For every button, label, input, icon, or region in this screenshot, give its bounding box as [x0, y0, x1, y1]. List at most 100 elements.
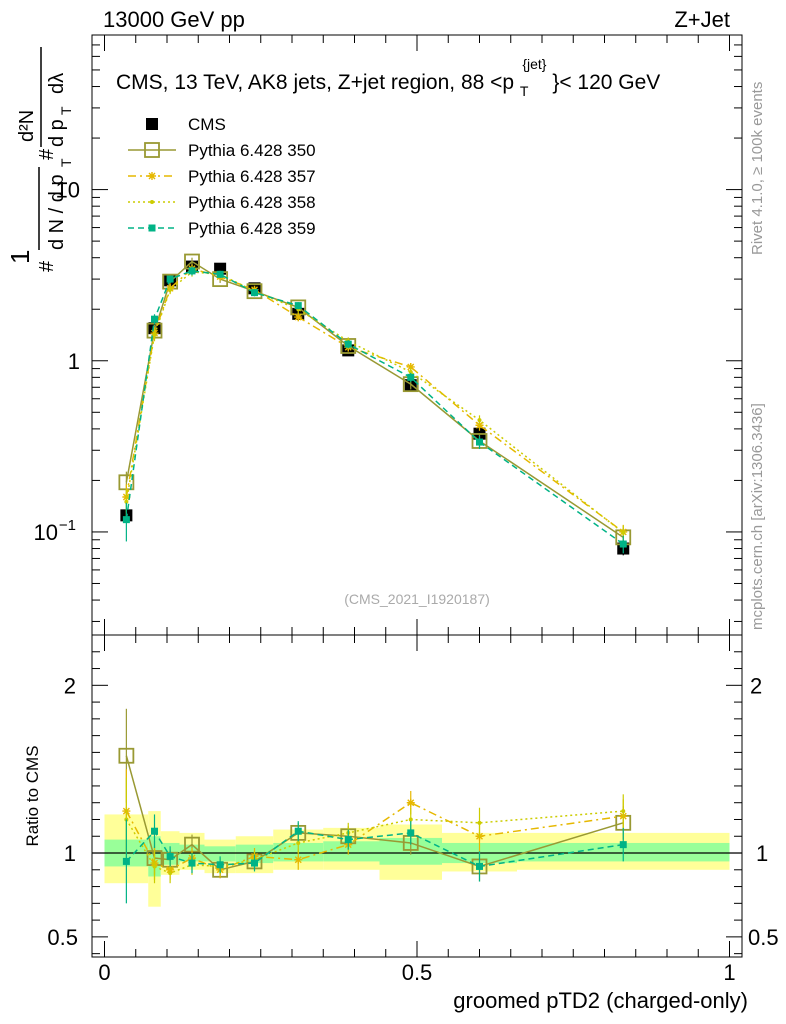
svg-text:d p: d p: [46, 119, 68, 147]
data-point: [344, 340, 352, 348]
data-point: [408, 369, 413, 374]
data-point: [294, 302, 302, 310]
header-left: 13000 GeV pp: [103, 7, 245, 32]
ratio-y-label-1: 1: [64, 841, 76, 866]
x-axis-label: groomed pTD2 (charged-only): [453, 988, 748, 1013]
legend-item: Pythia 6.428 359: [128, 219, 316, 238]
series-pythia-6.428-357: [122, 264, 628, 540]
svg-text:T: T: [58, 158, 74, 167]
ratio-frame: [91, 634, 743, 958]
y-tick-label-10: 10: [56, 178, 80, 203]
ratio-point: [296, 840, 301, 845]
analysis-id: (CMS_2021_I1920187): [344, 591, 490, 607]
series-line: [125, 271, 624, 534]
data-point: [122, 516, 130, 524]
ratio-point: [251, 859, 258, 867]
svg-text:d N / d p: d N / d p: [46, 174, 68, 250]
ratio-point: [168, 871, 173, 876]
title-prefix: CMS, 13 TeV, AK8 jets, Z+jet region, 88 …: [116, 71, 514, 94]
data-point: [475, 421, 484, 430]
legend-item: Pythia 6.428 358: [128, 193, 316, 212]
ratio-y-label-2: 2: [64, 673, 76, 698]
data-point: [152, 332, 157, 337]
ratio-point: [344, 836, 352, 844]
series-cms: [120, 260, 630, 556]
x-tick-labels: 0 0.5 1: [98, 960, 735, 985]
data-point: [216, 270, 224, 278]
ratio-y-label-0.5-right: 0.5: [748, 925, 779, 950]
svg-text:dλ: dλ: [46, 73, 68, 94]
ratio-uncertainty-bands: [104, 811, 730, 907]
ratio-series-line: [125, 829, 624, 868]
legend-item: Pythia 6.428 350: [128, 141, 316, 160]
data-point: [406, 362, 415, 371]
ratio-point: [406, 798, 415, 807]
data-point: [166, 275, 174, 283]
data-point: [151, 315, 158, 323]
ratio-point: [188, 859, 196, 867]
legend-label: Pythia 6.428 357: [188, 167, 316, 186]
legend-label: Pythia 6.428 350: [188, 141, 316, 160]
data-point: [477, 418, 482, 423]
header-right: Z+Jet: [674, 7, 730, 32]
data-point: [476, 438, 483, 446]
rivet-version-label: Rivet 4.1.0, ≥ 100k events: [749, 82, 766, 255]
data-point: [621, 530, 626, 535]
series-pythia-6.428-350: [118, 253, 632, 546]
legend-item: CMS: [146, 115, 226, 134]
data-point: [407, 373, 415, 381]
ratio-ylabel: Ratio to CMS: [23, 745, 42, 846]
ratio-series-group: [118, 708, 632, 904]
legend: CMS Pythia 6.428 350 Pythia 6.428 357 Pythi…: [128, 115, 316, 238]
plot-title: CMS, 13 TeV, AK8 jets, Z+jet region, 88 …: [116, 51, 660, 101]
legend-marker: [150, 200, 154, 204]
ratio-point: [152, 864, 157, 869]
ratio-point: [151, 827, 158, 835]
legend-marker: [148, 224, 156, 232]
ratio-point: [407, 829, 415, 837]
title-suffix: }< 120 GeV: [552, 71, 660, 94]
svg-text:1: 1: [5, 250, 35, 264]
ratio-y-label-0.5: 0.5: [47, 925, 78, 950]
y-tick-label-0.1: 10 −1: [34, 517, 76, 545]
series-line: [125, 267, 624, 533]
legend-marker: [144, 142, 160, 158]
svg-text:#: #: [36, 260, 58, 272]
legend-label: Pythia 6.428 358: [188, 193, 316, 212]
ratio-point: [619, 841, 627, 849]
data-point: [251, 289, 258, 297]
ratio-band-green: [323, 841, 380, 862]
main-axis-ticks: [92, 34, 742, 635]
data-point: [188, 267, 196, 275]
ratio-point: [294, 827, 302, 835]
data-point: [619, 540, 627, 548]
x-tick-label-1: 1: [723, 960, 735, 985]
y-tick-label-1: 1: [68, 349, 80, 374]
ratio-band-green: [204, 846, 236, 862]
main-y-tick-labels: 10 1 10 −1: [34, 178, 80, 545]
ratio-point: [216, 861, 224, 869]
ratio-point: [166, 852, 174, 860]
svg-text:d²N: d²N: [16, 110, 38, 142]
series-pythia-6.428-359: [122, 266, 627, 554]
mcplots-label: mcplots.cern.ch [arXiv:1306.3436]: [749, 403, 766, 630]
data-point: [294, 313, 303, 322]
ratio-point: [294, 855, 303, 864]
svg-text:−1: −1: [59, 517, 76, 534]
legend-item: Pythia 6.428 357: [128, 167, 316, 186]
series-pythia-6.428-358: [124, 267, 626, 541]
ratio-point: [621, 809, 626, 814]
series-line: [125, 270, 624, 545]
main-ylabel: # 1 d N / d p T # d²N d p T dλ: [5, 47, 74, 272]
ratio-y-label-2-right: 2: [750, 673, 762, 698]
title-sup: {jet}: [522, 56, 546, 72]
data-point: [246, 283, 263, 300]
ratio-point: [122, 857, 130, 865]
ratio-axis-ticks: [92, 635, 742, 957]
ratio-series-pythia-6.428-359: [122, 814, 627, 904]
x-tick-label-0.5: 0.5: [402, 960, 433, 985]
legend-label: Pythia 6.428 359: [188, 219, 316, 238]
legend-marker: [148, 172, 156, 180]
svg-text:10: 10: [34, 520, 58, 545]
